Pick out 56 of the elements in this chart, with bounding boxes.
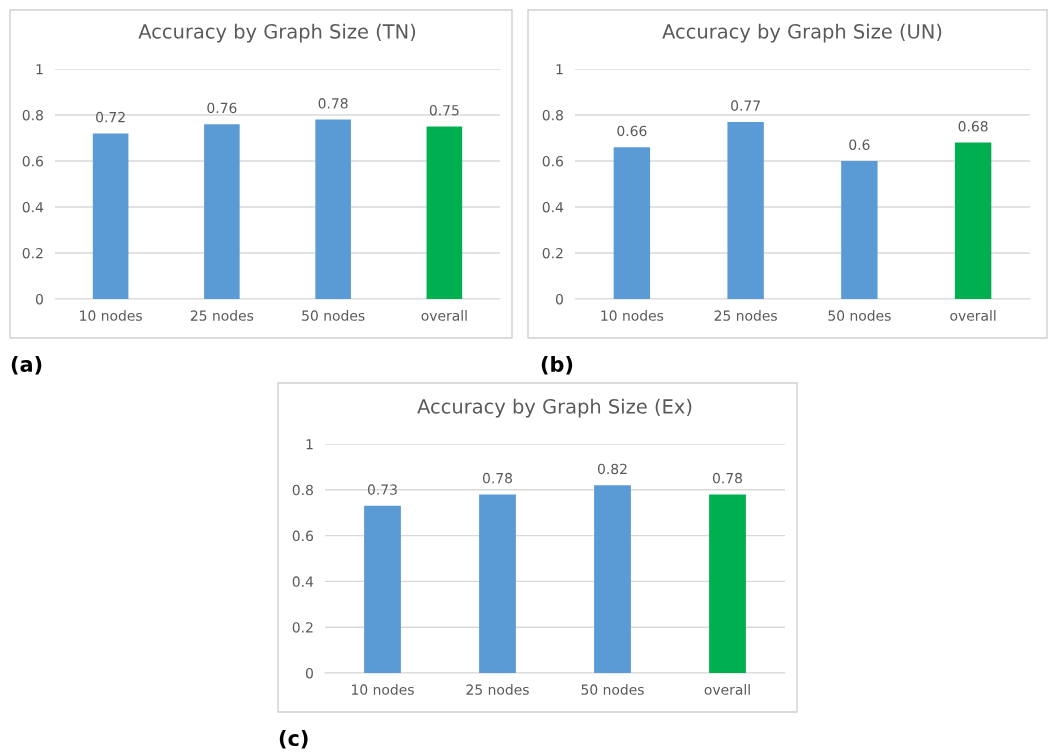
x-tick-label: overall: [421, 310, 467, 321]
x-tick-label: 50 nodes: [828, 310, 891, 321]
data-label: 0.75: [429, 104, 459, 116]
x-tick-label: 50 nodes: [302, 310, 365, 321]
y-tick-label: 0.8: [292, 484, 313, 496]
y-tick-label: 0.8: [22, 109, 43, 121]
y-tick-label: 0.6: [542, 155, 564, 167]
data-label: 0.66: [617, 125, 647, 137]
x-tick-label: 25 nodes: [190, 310, 254, 321]
x-tick-label: 25 nodes: [466, 684, 529, 695]
bar: [594, 485, 631, 673]
bar: [315, 119, 351, 299]
x-tick-label: 25 nodes: [714, 310, 777, 321]
y-tick-label: 0.4: [22, 201, 44, 213]
data-label: 0.72: [96, 111, 125, 123]
x-tick-label: overall: [950, 310, 996, 321]
bar: [204, 124, 240, 299]
bar: [479, 494, 516, 673]
text: (c): [279, 729, 308, 749]
y-tick-label: 1: [556, 64, 563, 75]
x-tick-label: 10 nodes: [352, 684, 414, 695]
y-tick-label: 0: [35, 293, 43, 305]
chart-title: Accuracy by Graph Size (TN): [138, 23, 416, 43]
y-tick-label: 0.4: [542, 201, 564, 213]
x-tick-label: 50 nodes: [581, 684, 644, 695]
text: (b): [541, 355, 573, 375]
bar: [426, 126, 463, 299]
y-tick-label: 0.2: [22, 247, 43, 259]
text: (a): [11, 355, 42, 375]
y-tick-label: 0.4: [292, 576, 314, 587]
y-tick-label: 0: [305, 667, 313, 679]
x-tick-label: 10 nodes: [80, 310, 142, 321]
x-tick-label: overall: [704, 684, 750, 695]
y-tick-label: 0.2: [542, 247, 563, 259]
data-label: 0.78: [712, 472, 743, 484]
data-label: 0.73: [367, 484, 397, 495]
y-tick-label: 0.6: [292, 530, 314, 542]
chart-title: Accuracy by Graph Size (Ex): [417, 398, 692, 418]
data-label: 0.76: [207, 102, 237, 114]
data-label: 0.82: [597, 463, 627, 475]
data-label: 0.78: [482, 472, 513, 484]
data-label: 0.78: [318, 98, 348, 109]
y-tick-label: 0.6: [22, 155, 44, 167]
y-tick-label: 1: [36, 64, 43, 75]
bar: [364, 505, 401, 673]
y-tick-label: 0: [555, 293, 563, 305]
data-label: 0.6: [849, 139, 870, 150]
y-tick-label: 0.2: [292, 622, 313, 633]
bar: [92, 133, 129, 299]
y-tick-label: 1: [306, 439, 313, 450]
data-label: 0.68: [958, 121, 988, 132]
data-label: 0.77: [731, 100, 760, 111]
x-tick-label: 10 nodes: [601, 310, 664, 321]
chart-title: Accuracy by Graph Size (UN): [662, 23, 942, 43]
y-tick-label: 0.8: [542, 109, 563, 121]
bar: [709, 494, 746, 673]
